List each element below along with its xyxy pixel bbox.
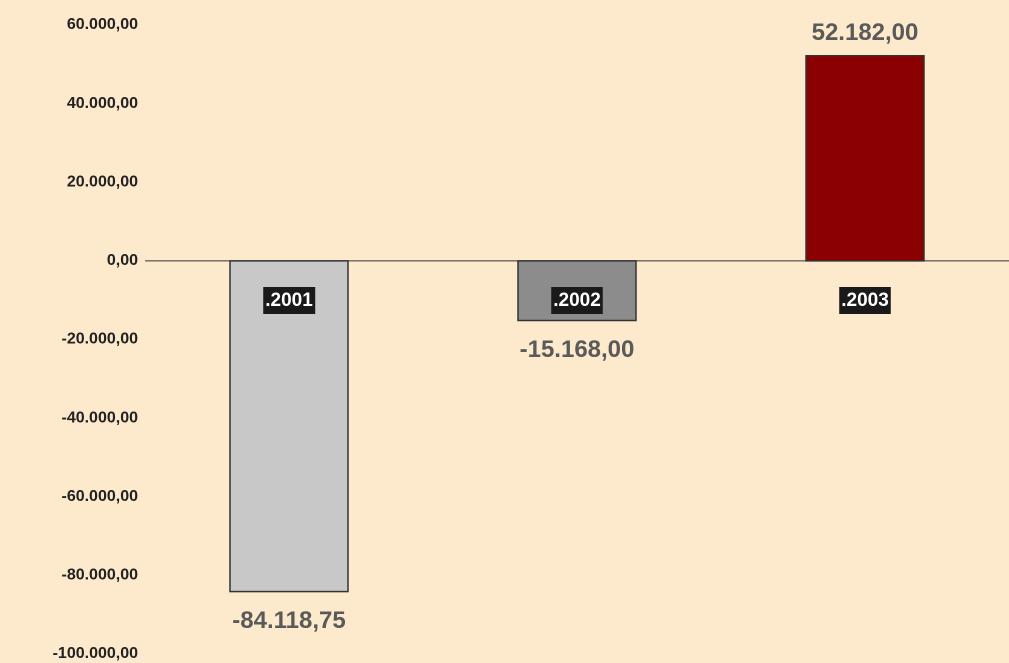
category-label-box	[551, 287, 603, 314]
category-label-box	[263, 287, 316, 314]
bar	[229, 260, 349, 593]
x-tick-label: .2002	[553, 290, 601, 311]
y-tick-label: -60.000,00	[61, 488, 138, 505]
value-label: -84.118,75	[232, 607, 345, 634]
bar	[805, 54, 925, 262]
y-tick-label: 20.000,00	[67, 173, 138, 190]
y-tick-label: -80.000,00	[61, 567, 138, 584]
y-tick-label: -20.000,00	[61, 331, 138, 348]
y-tick-label: 60.000,00	[67, 16, 138, 33]
value-label: 52.182,00	[812, 19, 919, 46]
y-tick-label: 40.000,00	[67, 95, 138, 112]
y-tick-label: 0,00	[107, 252, 138, 269]
x-tick-label: .2003	[841, 290, 889, 311]
x-tick-label: .2001	[265, 290, 313, 311]
y-tick-label: -40.000,00	[61, 409, 138, 426]
value-label: -15.168,00	[520, 336, 635, 363]
y-tick-label: -100.000,00	[53, 645, 139, 662]
category-label-box	[839, 287, 891, 314]
